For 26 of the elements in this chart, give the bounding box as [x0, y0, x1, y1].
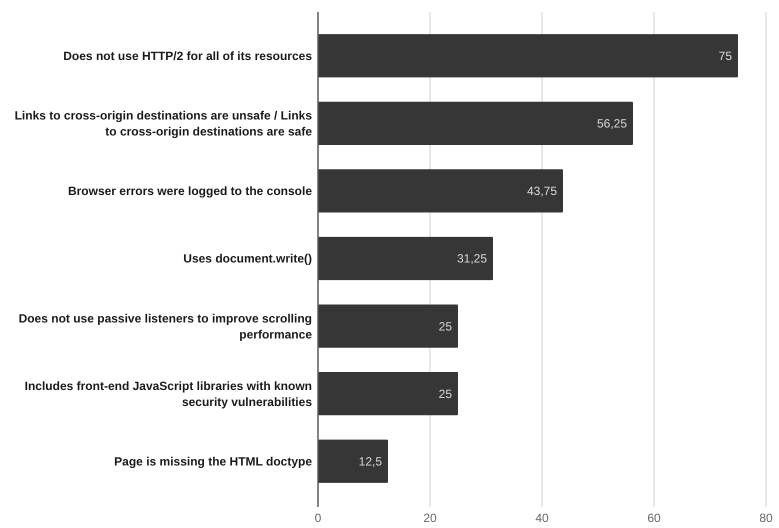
y-tick-label: Uses document.write() [183, 252, 312, 266]
y-tick-label: Does not use HTTP/2 for all of its resources [63, 48, 312, 63]
data-label: 25 [438, 386, 452, 401]
bar [318, 169, 563, 213]
y-tick-label: Links to cross-origin destinations are unsafe / Links to cross-origin destinations are safe [14, 108, 312, 139]
x-tick-label: 40 [535, 511, 549, 525]
y-tick-label: Does not use passive listeners to improve scrolling performance [18, 311, 312, 342]
bar [318, 34, 738, 78]
data-label: 75 [718, 48, 732, 63]
bar [318, 440, 388, 483]
bar [318, 304, 458, 348]
y-tick-label: Page is missing the HTML doctype [114, 454, 312, 468]
x-tick-label: 80 [759, 511, 773, 525]
bar [318, 372, 458, 416]
x-tick-label: 0 [314, 511, 322, 525]
bar [318, 236, 493, 280]
data-label: 25 [438, 319, 452, 334]
y-tick-label: Includes front-end JavaScript libraries with known security vulnerabilities [24, 378, 312, 409]
y-tick-label: Browser errors were logged to the console [68, 184, 312, 198]
bar [318, 102, 633, 145]
data-label: 31,25 [456, 252, 488, 266]
x-tick-label: 60 [647, 511, 661, 525]
data-label: 56,25 [596, 116, 628, 131]
data-label: 12,5 [358, 454, 382, 468]
data-label: 43,75 [526, 184, 558, 198]
x-tick-label: 20 [423, 511, 437, 525]
